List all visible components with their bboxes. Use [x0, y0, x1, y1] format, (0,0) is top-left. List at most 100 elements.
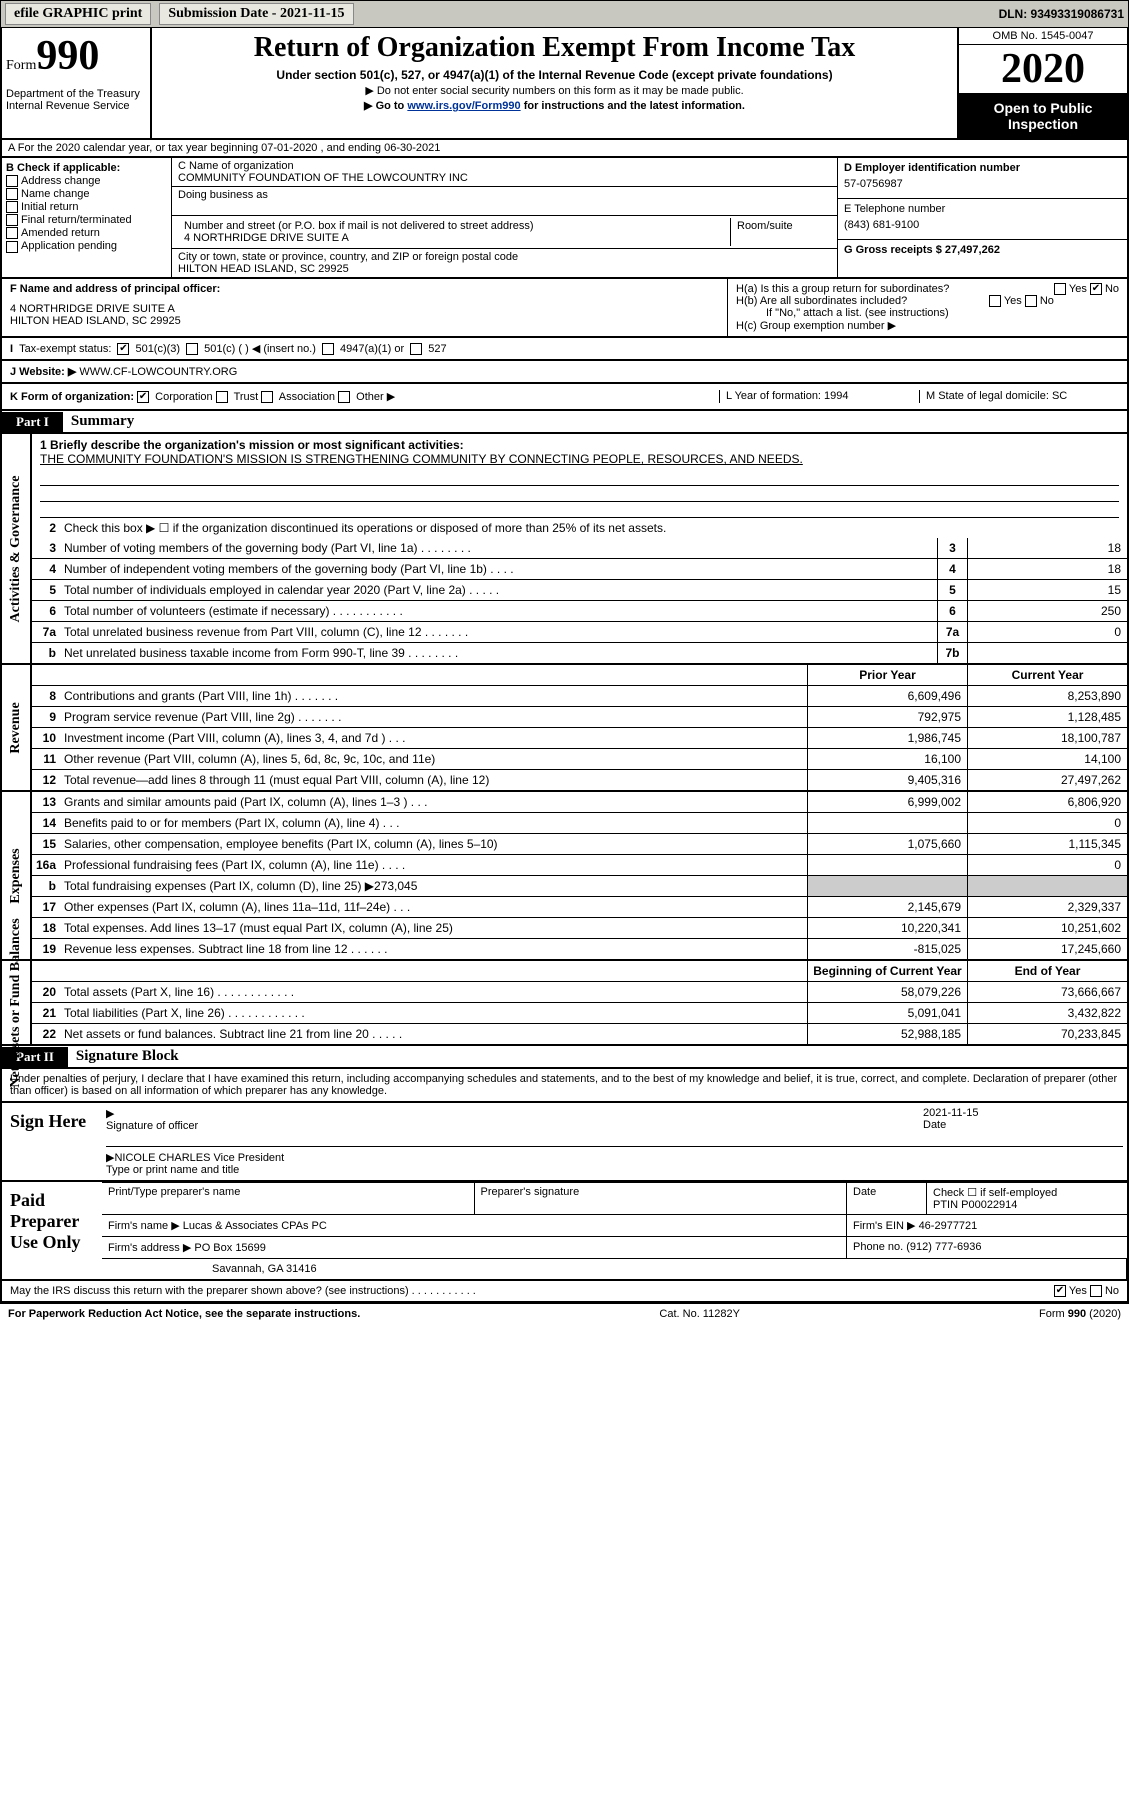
section-governance: Activities & Governance 1 Briefly descri…: [0, 434, 1129, 665]
vlabel-revenue: Revenue: [2, 665, 32, 790]
officer-addr2: HILTON HEAD ISLAND, SC 29925: [10, 315, 719, 327]
line-2-num: 2: [32, 518, 60, 538]
room-label: Room/suite: [731, 218, 831, 246]
blank-1: [40, 470, 1119, 486]
data-line: 8Contributions and grants (Part VIII, li…: [32, 686, 1127, 707]
omb-number: OMB No. 1545-0047: [959, 28, 1127, 45]
sign-here-label: Sign Here: [2, 1103, 102, 1180]
vlabel-governance: Activities & Governance: [2, 434, 32, 663]
box-b-label: B Check if applicable:: [6, 162, 167, 174]
mission-text: THE COMMUNITY FOUNDATION'S MISSION IS ST…: [40, 452, 1119, 466]
form-word: Form: [6, 58, 36, 73]
form-title: Return of Organization Exempt From Incom…: [156, 32, 953, 64]
boxes-d-e-g: D Employer identification number 57-0756…: [837, 158, 1127, 277]
org-name: COMMUNITY FOUNDATION OF THE LOWCOUNTRY I…: [178, 172, 831, 184]
discuss-text: May the IRS discuss this return with the…: [10, 1285, 1054, 1297]
chk-pending[interactable]: Application pending: [6, 240, 167, 252]
state-domicile: M State of legal domicile: SC: [919, 390, 1119, 403]
footer-mid: Cat. No. 11282Y: [659, 1308, 740, 1320]
firm-name: Lucas & Associates CPAs PC: [183, 1220, 327, 1232]
ein-label: D Employer identification number: [844, 162, 1121, 174]
line-2-desc: Check this box ▶ ☐ if the organization d…: [60, 518, 1127, 538]
mission-label: 1 Briefly describe the organization's mi…: [40, 438, 1119, 452]
chk-501c3[interactable]: 501(c)(3): [117, 343, 180, 355]
officer-label: F Name and address of principal officer:: [10, 283, 719, 295]
website-label: J Website: ▶: [10, 366, 76, 378]
irs-link[interactable]: www.irs.gov/Form990: [407, 100, 520, 112]
chk-amended[interactable]: Amended return: [6, 227, 167, 239]
h-b: H(b) Are all subordinates included? Yes …: [736, 295, 1119, 307]
chk-address[interactable]: Address change: [6, 175, 167, 187]
ssn-note: ▶ Do not enter social security numbers o…: [156, 84, 953, 97]
firm-label: Firm's name ▶: [108, 1220, 180, 1232]
data-line: 17Other expenses (Part IX, column (A), l…: [32, 897, 1127, 918]
discuss-row: May the IRS discuss this return with the…: [0, 1281, 1129, 1303]
chk-501c[interactable]: 501(c) ( ) ◀ (insert no.): [186, 342, 316, 355]
gov-line: bNet unrelated business taxable income f…: [32, 643, 1127, 663]
link-post: for instructions and the latest informat…: [521, 100, 745, 112]
officer-sig-label: Signature of officer: [106, 1120, 198, 1132]
chk-trust[interactable]: Trust: [216, 391, 259, 403]
chk-assoc[interactable]: Association: [261, 391, 335, 403]
preparer-row: Paid Preparer Use Only Print/Type prepar…: [0, 1182, 1129, 1281]
discuss-yes[interactable]: [1054, 1285, 1066, 1297]
part2-title: Signature Block: [68, 1046, 187, 1067]
box-b: B Check if applicable: Address change Na…: [2, 158, 172, 277]
section-net: Net Assets or Fund Balances Beginning of…: [0, 961, 1129, 1046]
dept-text: Department of the Treasury Internal Reve…: [6, 88, 146, 112]
chk-4947[interactable]: 4947(a)(1) or: [322, 343, 404, 355]
chk-initial[interactable]: Initial return: [6, 201, 167, 213]
hdr-prior: Prior Year: [807, 665, 967, 685]
part2-header: Part II Signature Block: [0, 1046, 1129, 1069]
submission-date-button[interactable]: Submission Date - 2021-11-15: [159, 3, 353, 25]
sign-here-row: Sign Here ▶Signature of officer 2021-11-…: [0, 1103, 1129, 1182]
h-b-note: If "No," attach a list. (see instruction…: [736, 307, 1119, 319]
form-header: Form990 Department of the Treasury Inter…: [0, 28, 1129, 140]
firm-phone: (912) 777-6936: [906, 1241, 981, 1253]
officer-addr1: 4 NORTHRIDGE DRIVE SUITE A: [10, 303, 719, 315]
year-formation: L Year of formation: 1994: [719, 390, 919, 403]
line-1-mission: 1 Briefly describe the organization's mi…: [32, 434, 1127, 470]
chk-527[interactable]: 527: [410, 343, 446, 355]
chk-other[interactable]: Other ▶: [338, 391, 395, 403]
data-line: 22Net assets or fund balances. Subtract …: [32, 1024, 1127, 1044]
prep-sig-hdr: Preparer's signature: [475, 1183, 848, 1215]
h-a: H(a) Is this a group return for subordin…: [736, 283, 1119, 295]
dba-label: Doing business as: [178, 189, 831, 201]
efile-button[interactable]: efile GRAPHIC print: [5, 3, 151, 25]
row-i-tax-status: I Tax-exempt status: 501(c)(3) 501(c) ( …: [0, 338, 1129, 361]
data-line: 9Program service revenue (Part VIII, lin…: [32, 707, 1127, 728]
discuss-no[interactable]: [1090, 1285, 1102, 1297]
chk-final[interactable]: Final return/terminated: [6, 214, 167, 226]
top-bar: efile GRAPHIC print Submission Date - 20…: [0, 0, 1129, 28]
header-right: OMB No. 1545-0047 2020 Open to Public In…: [957, 28, 1127, 138]
firm-ein: 46-2977721: [919, 1220, 978, 1232]
data-line: bTotal fundraising expenses (Part IX, co…: [32, 876, 1127, 897]
row-a-tax-year: A For the 2020 calendar year, or tax yea…: [0, 140, 1129, 158]
officer-name-label: Type or print name and title: [106, 1164, 239, 1176]
net-header: Beginning of Current Year End of Year: [32, 961, 1127, 982]
officer-name: NICOLE CHARLES Vice President: [114, 1152, 284, 1164]
gov-line: 5Total number of individuals employed in…: [32, 580, 1127, 601]
footer: For Paperwork Reduction Act Notice, see …: [0, 1303, 1129, 1324]
city-value: HILTON HEAD ISLAND, SC 29925: [178, 263, 831, 275]
gross-receipts: G Gross receipts $ 27,497,262: [844, 244, 1121, 256]
part1-title: Summary: [63, 411, 142, 432]
preparer-label: Paid Preparer Use Only: [2, 1182, 102, 1279]
hdr-end: End of Year: [967, 961, 1127, 981]
footer-left: For Paperwork Reduction Act Notice, see …: [8, 1308, 360, 1320]
link-pre: ▶ Go to: [364, 100, 407, 112]
tax-status-label: I: [10, 343, 13, 355]
open-public: Open to Public Inspection: [959, 94, 1127, 138]
header-center: Return of Organization Exempt From Incom…: [152, 28, 957, 138]
gov-line: 4Number of independent voting members of…: [32, 559, 1127, 580]
gov-line: 7aTotal unrelated business revenue from …: [32, 622, 1127, 643]
prep-ptin-cell: Check ☐ if self-employedPTIN P00022914: [927, 1183, 1127, 1215]
data-line: 14Benefits paid to or for members (Part …: [32, 813, 1127, 834]
vlabel-net: Net Assets or Fund Balances: [2, 961, 32, 1044]
chk-corp[interactable]: Corporation: [137, 391, 213, 403]
hdr-begin: Beginning of Current Year: [807, 961, 967, 981]
data-line: 19Revenue less expenses. Subtract line 1…: [32, 939, 1127, 959]
gov-line: 3Number of voting members of the governi…: [32, 538, 1127, 559]
chk-name[interactable]: Name change: [6, 188, 167, 200]
